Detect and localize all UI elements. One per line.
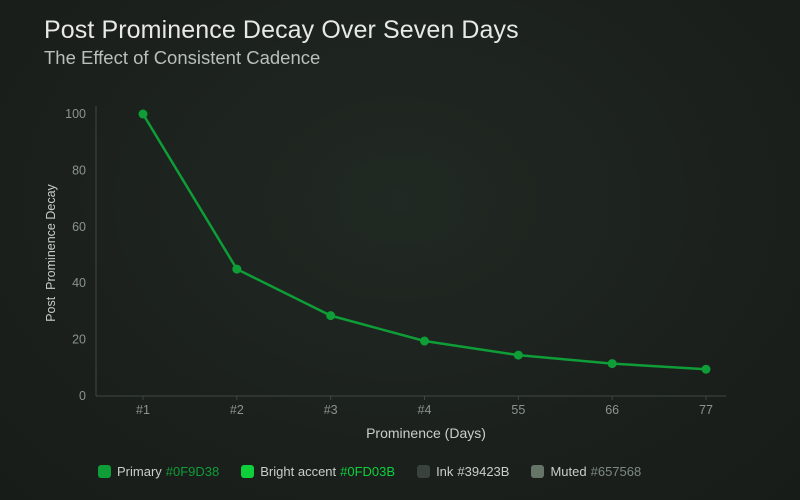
legend-swatch: [531, 465, 545, 478]
y-tick-label: 100: [65, 107, 86, 121]
legend-label: Muted: [550, 464, 587, 479]
x-tick-label: #3: [324, 403, 338, 417]
x-tick-labels: #1 #2 #3 #4 55 66 77: [136, 396, 713, 417]
series-line: [141, 112, 708, 371]
series-group: [138, 109, 711, 374]
y-tick-label: 20: [72, 333, 86, 347]
legend-item-primary: Primary #0F9D38: [98, 464, 219, 479]
data-point: [326, 311, 336, 321]
data-point: [420, 336, 429, 346]
legend-code: #0FD03B: [340, 464, 396, 479]
legend-label: Primary: [117, 464, 162, 479]
data-point: [232, 264, 242, 274]
x-tick-label: #2: [230, 403, 244, 417]
data-point: [138, 109, 148, 119]
y-tick-label: 60: [72, 220, 86, 234]
legend-code: #657568: [590, 464, 642, 479]
x-tick-label: 66: [605, 403, 619, 417]
data-point: [701, 364, 711, 374]
x-tick-label: #4: [418, 403, 432, 417]
data-point: [513, 350, 523, 360]
y-tick-label: 40: [72, 276, 86, 290]
x-tick-label: #1: [136, 403, 150, 417]
chart-subtitle: The Effect of Consistent Cadence: [44, 47, 321, 68]
legend-code: #0F9D38: [165, 464, 220, 479]
y-tick-labels: 0 20 40 60 80 100: [65, 107, 86, 403]
chart-axes: [95, 106, 726, 397]
legend: Primary #0F9D38 Bright accent #0FD03B In…: [98, 464, 663, 479]
legend-label: Bright accent: [260, 464, 337, 479]
y-axis-label: Post Prominence Decay: [44, 183, 58, 321]
y-tick-label: 0: [79, 389, 86, 403]
chart-title: Post Prominence Decay Over Seven Days: [44, 16, 519, 44]
legend-swatch: [241, 465, 255, 478]
legend-swatch: [98, 465, 111, 478]
legend-label: Ink: [436, 464, 454, 479]
x-tick-label: 55: [511, 403, 525, 417]
legend-item-muted: Muted #657568: [531, 464, 641, 479]
legend-code: #39423B: [457, 464, 510, 479]
legend-swatch: [417, 465, 431, 478]
x-axis-label: Prominence (Days): [366, 425, 486, 441]
data-point: [607, 359, 617, 369]
legend-item-ink: Ink #39423B: [417, 464, 509, 479]
legend-item-bright-accent: Bright accent #0FD03B: [241, 464, 395, 479]
x-tick-label: 77: [699, 403, 713, 417]
y-tick-label: 80: [72, 163, 86, 177]
